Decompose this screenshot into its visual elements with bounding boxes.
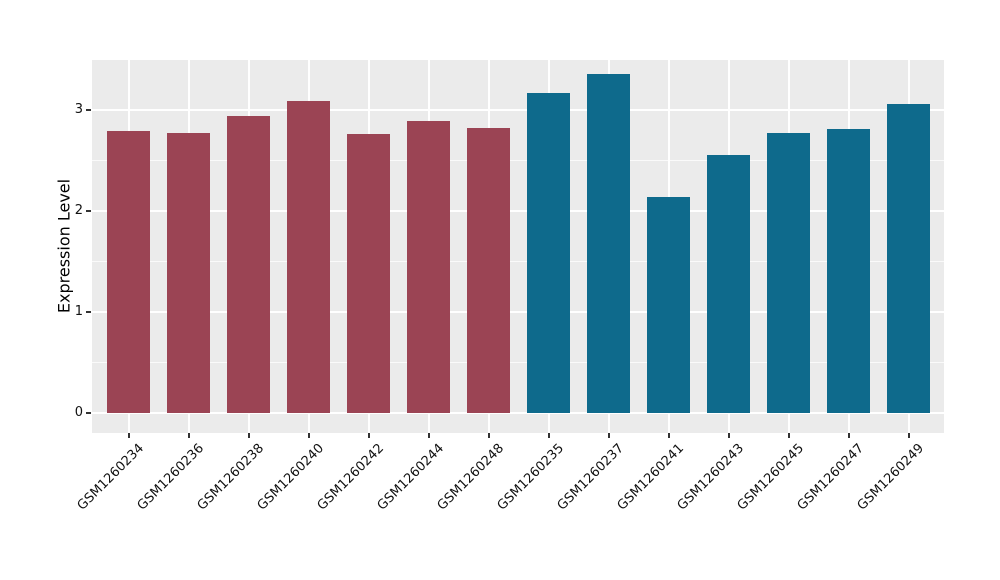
bar [647, 196, 691, 413]
x-axis-tick [548, 433, 550, 438]
bar [227, 116, 271, 413]
y-axis-tick [86, 210, 91, 212]
y-tick-label: 0 [74, 405, 83, 420]
bar [347, 134, 391, 413]
x-axis-tick [788, 433, 790, 438]
bar [827, 129, 871, 413]
x-axis-tick [128, 433, 130, 438]
x-axis-tick [728, 433, 730, 438]
x-axis-tick [608, 433, 610, 438]
x-axis-tick [308, 433, 310, 438]
bar [107, 131, 151, 413]
bar [707, 155, 751, 413]
bar [887, 103, 931, 413]
bar [167, 133, 211, 413]
plot-panel [92, 60, 944, 433]
bar [287, 100, 331, 413]
x-axis-tick [668, 433, 670, 438]
gridline-y-minor [92, 261, 944, 262]
gridline-y-major [92, 109, 944, 111]
x-axis-tick [488, 433, 490, 438]
x-axis-tick [908, 433, 910, 438]
x-axis-tick [848, 433, 850, 438]
y-tick-label: 3 [74, 102, 83, 117]
y-axis-tick [86, 109, 91, 111]
bar [767, 133, 811, 413]
bar [407, 121, 451, 413]
bar [527, 92, 571, 413]
y-axis-tick [86, 412, 91, 414]
x-axis-tick [248, 433, 250, 438]
y-axis-tick [86, 311, 91, 313]
gridline-y-major [92, 412, 944, 414]
gridline-y-major [92, 210, 944, 212]
y-tick-label: 2 [74, 203, 83, 218]
x-axis-tick [368, 433, 370, 438]
bar [587, 73, 631, 413]
gridline-y-major [92, 311, 944, 313]
bar [467, 128, 511, 413]
gridline-y-minor [92, 160, 944, 161]
y-tick-label: 1 [74, 304, 83, 319]
y-axis-title: Expression Level [54, 178, 74, 314]
x-axis-tick [428, 433, 430, 438]
x-axis-tick [188, 433, 190, 438]
gridline-y-minor [92, 362, 944, 363]
